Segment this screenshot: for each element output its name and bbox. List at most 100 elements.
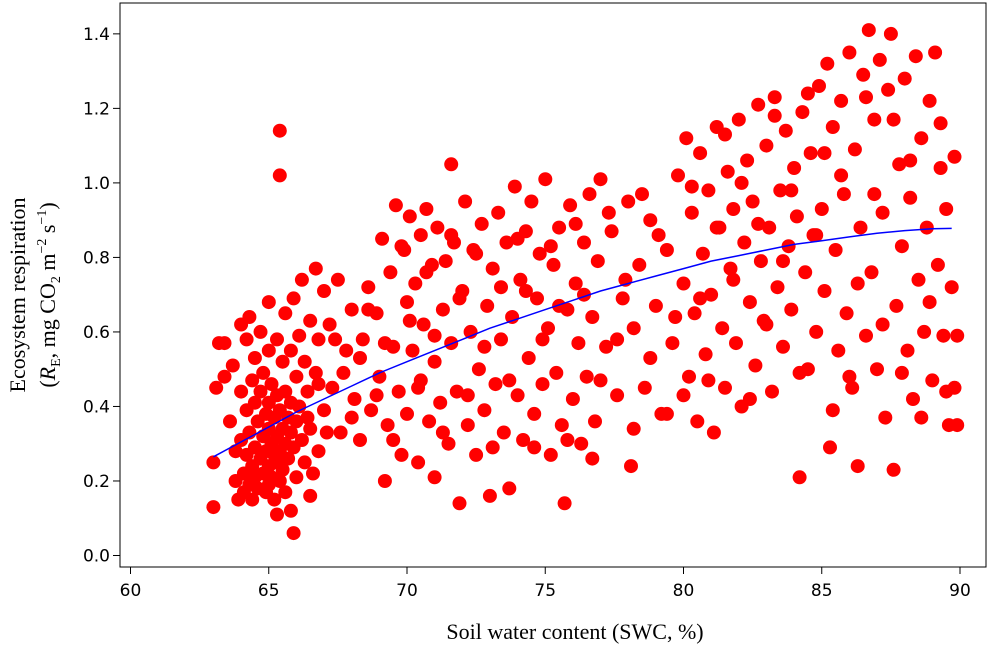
data-point: [317, 403, 331, 418]
data-point: [687, 306, 702, 321]
data-point: [353, 351, 367, 365]
data-point: [709, 220, 724, 235]
data-point: [344, 410, 359, 425]
data-point: [317, 284, 331, 298]
ylabel-s-superscript: −1: [35, 210, 50, 225]
data-point: [247, 351, 262, 365]
ylabel-r: R: [35, 366, 60, 381]
data-point: [505, 310, 520, 324]
data-point: [792, 365, 807, 380]
data-point: [770, 280, 785, 295]
y-tick-label: 0.2: [83, 472, 110, 492]
ylabel-r-subscript: E: [49, 358, 64, 367]
data-point: [867, 187, 882, 202]
data-point: [560, 433, 575, 447]
ylabel-close-paren: ): [35, 202, 60, 209]
data-point: [626, 421, 641, 436]
data-point: [610, 332, 625, 347]
data-point: [767, 90, 782, 105]
data-point: [353, 433, 367, 447]
data-point: [919, 220, 934, 235]
data-point: [543, 447, 558, 462]
data-point: [325, 380, 340, 395]
data-point: [510, 231, 525, 246]
data-point: [278, 306, 293, 321]
data-point: [225, 358, 240, 373]
data-point: [541, 321, 555, 336]
data-point: [364, 403, 379, 418]
data-point: [759, 138, 774, 153]
x-tick-label: 65: [258, 581, 280, 601]
data-point: [936, 328, 951, 343]
data-point: [485, 261, 500, 276]
data-point: [217, 336, 232, 351]
data-point: [469, 447, 484, 462]
data-point: [256, 365, 271, 380]
data-point: [684, 205, 699, 220]
data-point: [245, 373, 260, 388]
data-point: [281, 451, 296, 466]
data-point: [875, 205, 890, 220]
data-point: [693, 291, 708, 306]
data-point: [303, 488, 318, 503]
y-axis-ticks: 0.0 0.2 0.4 0.6 0.8 1.0 1.2 1.4: [83, 25, 120, 567]
data-point: [933, 161, 948, 175]
data-point: [206, 500, 221, 515]
data-point: [850, 276, 865, 291]
data-point: [798, 265, 813, 280]
y-axis-title-line1: Ecosystem respiration: [5, 198, 30, 393]
y-tick-label: 0.0: [83, 547, 110, 567]
data-point: [549, 365, 564, 380]
data-point: [328, 332, 343, 347]
data-point: [950, 328, 965, 343]
data-point: [311, 332, 326, 347]
ylabel-m: m: [35, 254, 60, 277]
data-point: [834, 93, 849, 108]
data-point: [344, 302, 359, 317]
data-point: [253, 324, 268, 339]
data-point: [828, 243, 843, 257]
data-point: [217, 369, 232, 384]
data-point: [950, 418, 965, 433]
data-point: [939, 202, 954, 216]
data-point: [648, 298, 663, 313]
data-point: [460, 418, 475, 433]
data-point: [737, 235, 752, 250]
data-point: [842, 45, 857, 60]
data-point: [308, 365, 323, 380]
data-point: [632, 257, 647, 272]
data-point: [527, 440, 542, 455]
data-point: [734, 175, 749, 190]
data-point: [671, 168, 685, 183]
data-point: [682, 369, 696, 384]
data-point: [270, 507, 284, 522]
data-point: [823, 440, 837, 455]
data-point: [897, 71, 912, 86]
data-point: [239, 332, 254, 347]
data-point: [372, 369, 387, 384]
data-point: [624, 459, 638, 474]
data-point: [278, 485, 293, 500]
data-point: [867, 112, 882, 127]
data-point: [939, 384, 954, 399]
data-point: [676, 276, 691, 291]
data-point: [590, 254, 605, 269]
data-point: [261, 295, 276, 310]
x-tick-label: 90: [949, 581, 971, 601]
data-point: [471, 362, 486, 377]
data-point: [684, 179, 699, 194]
data-point: [242, 310, 257, 324]
data-point: [430, 220, 445, 235]
data-point: [814, 202, 829, 216]
y-tick-label: 0.4: [83, 397, 110, 417]
data-point: [795, 105, 810, 120]
data-point: [574, 436, 589, 451]
data-point: [477, 339, 492, 354]
data-point: [518, 284, 533, 298]
data-point: [906, 392, 920, 406]
ylabel-open-paren: (: [35, 380, 60, 387]
data-point: [812, 79, 826, 93]
data-point: [676, 388, 691, 403]
data-point: [247, 395, 262, 410]
